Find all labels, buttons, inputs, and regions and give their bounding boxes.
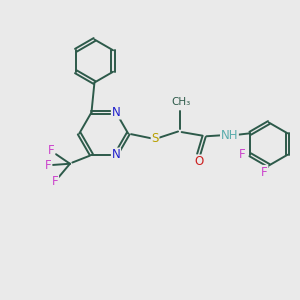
Text: F: F (261, 166, 268, 178)
Text: N: N (112, 106, 120, 119)
Text: F: F (45, 159, 52, 172)
Text: NH: NH (221, 129, 238, 142)
Text: CH₃: CH₃ (171, 97, 191, 106)
Text: F: F (238, 148, 245, 161)
Text: O: O (194, 155, 203, 168)
Text: F: F (52, 175, 58, 188)
Text: S: S (152, 133, 159, 146)
Text: N: N (112, 148, 120, 161)
Text: F: F (48, 144, 55, 158)
